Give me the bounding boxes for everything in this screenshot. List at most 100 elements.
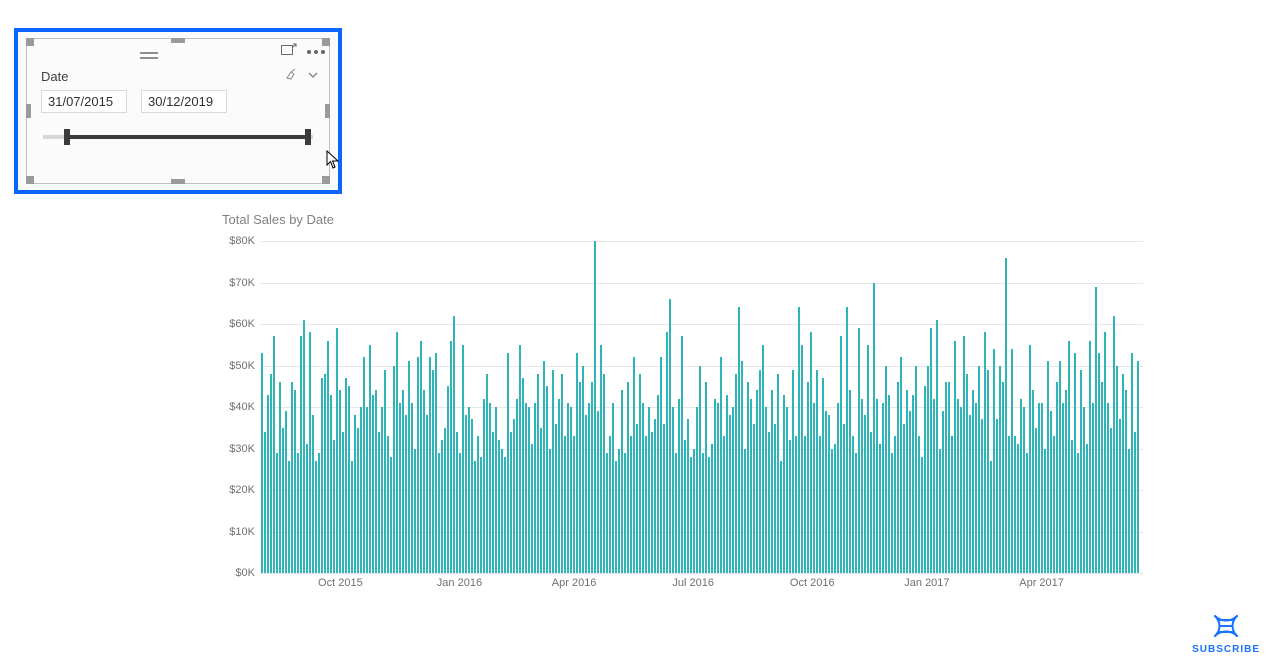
chart-bar[interactable]	[276, 453, 278, 573]
chart-bar[interactable]	[1134, 432, 1136, 573]
chart-bar[interactable]	[1032, 390, 1034, 573]
chart-bar[interactable]	[552, 370, 554, 573]
start-date-field[interactable]: 31/07/2015	[41, 90, 127, 113]
chart-bar[interactable]	[585, 415, 587, 573]
chart-bar[interactable]	[753, 424, 755, 573]
chart-bar[interactable]	[396, 332, 398, 573]
chart-bar[interactable]	[540, 428, 542, 573]
chart-bar[interactable]	[531, 444, 533, 573]
chart-bar[interactable]	[600, 345, 602, 573]
chart-bar[interactable]	[336, 328, 338, 573]
chart-bar[interactable]	[789, 440, 791, 573]
chart-bar[interactable]	[1059, 361, 1061, 573]
chart-bar[interactable]	[723, 436, 725, 573]
focus-mode-icon[interactable]	[281, 43, 297, 62]
chart-bar[interactable]	[1065, 390, 1067, 573]
chart-bar[interactable]	[423, 390, 425, 573]
chart-bar[interactable]	[687, 419, 689, 573]
chart-bar[interactable]	[1119, 419, 1121, 573]
chart-bar[interactable]	[342, 432, 344, 573]
chart-bar[interactable]	[783, 395, 785, 573]
chart-bar[interactable]	[654, 419, 656, 573]
chart-bar[interactable]	[579, 382, 581, 573]
chart-bar[interactable]	[729, 415, 731, 573]
chart-bar[interactable]	[393, 366, 395, 574]
chart-bar[interactable]	[669, 299, 671, 573]
chart-bar[interactable]	[798, 307, 800, 573]
chart-bar[interactable]	[1062, 403, 1064, 573]
chart-bar[interactable]	[855, 453, 857, 573]
chart-bar[interactable]	[873, 283, 875, 574]
chart-bar[interactable]	[1050, 411, 1052, 573]
chart-bar[interactable]	[1002, 382, 1004, 573]
chart-bar[interactable]	[468, 407, 470, 573]
chart-bar[interactable]	[294, 390, 296, 573]
chart-bar[interactable]	[690, 457, 692, 573]
chart-bar[interactable]	[663, 424, 665, 573]
chart-bar[interactable]	[711, 444, 713, 573]
chart-bar[interactable]	[291, 382, 293, 573]
chart-bar[interactable]	[936, 320, 938, 573]
chart-bar[interactable]	[861, 399, 863, 573]
chart-bar[interactable]	[582, 366, 584, 574]
chart-bar[interactable]	[915, 366, 917, 574]
resize-handle[interactable]	[322, 176, 330, 184]
chart-bar[interactable]	[372, 395, 374, 573]
resize-handle[interactable]	[325, 104, 330, 118]
chart-bar[interactable]	[720, 357, 722, 573]
chart-bar[interactable]	[765, 407, 767, 573]
chart-bar[interactable]	[1026, 453, 1028, 573]
chart-bar[interactable]	[864, 415, 866, 573]
chart-bar[interactable]	[1071, 440, 1073, 573]
chart-bar[interactable]	[1017, 444, 1019, 573]
chart-bar[interactable]	[900, 357, 902, 573]
chart-bar[interactable]	[756, 390, 758, 573]
chart-bar[interactable]	[1122, 374, 1124, 573]
chart-bar[interactable]	[867, 345, 869, 573]
resize-handle[interactable]	[171, 179, 185, 184]
chart-bar[interactable]	[357, 428, 359, 573]
chart-bar[interactable]	[726, 395, 728, 573]
chart-bar[interactable]	[420, 341, 422, 573]
chart-bar[interactable]	[327, 341, 329, 573]
chart-bar[interactable]	[1023, 407, 1025, 573]
chart-bar[interactable]	[879, 444, 881, 573]
chart-bar[interactable]	[330, 395, 332, 573]
chart-bar[interactable]	[408, 361, 410, 573]
chart-bar[interactable]	[612, 403, 614, 573]
chart-bar[interactable]	[618, 449, 620, 574]
chart-bar[interactable]	[573, 436, 575, 573]
chart-bar[interactable]	[681, 336, 683, 573]
chart-bar[interactable]	[996, 419, 998, 573]
chart-bar[interactable]	[525, 403, 527, 573]
chart-bar[interactable]	[954, 341, 956, 573]
chart-bar[interactable]	[1107, 403, 1109, 573]
chart-bar[interactable]	[528, 407, 530, 573]
resize-handle[interactable]	[26, 38, 34, 46]
chart-bar[interactable]	[453, 316, 455, 573]
chart-bar[interactable]	[660, 357, 662, 573]
chart-bar[interactable]	[576, 353, 578, 573]
chart-bar[interactable]	[930, 328, 932, 573]
chart-bar[interactable]	[693, 449, 695, 574]
chart-bar[interactable]	[369, 345, 371, 573]
chart-bar[interactable]	[621, 390, 623, 573]
chart-bar[interactable]	[522, 378, 524, 573]
chart-bar[interactable]	[495, 407, 497, 573]
chart-bar[interactable]	[288, 461, 290, 573]
chart-bar[interactable]	[459, 453, 461, 573]
chart-bar[interactable]	[840, 336, 842, 573]
chart-bar[interactable]	[834, 444, 836, 573]
chart-bar[interactable]	[882, 403, 884, 573]
chart-bar[interactable]	[318, 453, 320, 573]
chart-bar[interactable]	[486, 374, 488, 573]
chart-bar[interactable]	[411, 403, 413, 573]
chart-bar[interactable]	[561, 374, 563, 573]
chart-bar[interactable]	[1104, 332, 1106, 573]
chart-bar[interactable]	[426, 415, 428, 573]
chart-bar[interactable]	[897, 382, 899, 573]
chart-bar[interactable]	[891, 453, 893, 573]
subscribe-badge[interactable]: SUBSCRIBE	[1192, 610, 1260, 655]
chart-bar[interactable]	[744, 449, 746, 574]
chart-bar[interactable]	[312, 415, 314, 573]
